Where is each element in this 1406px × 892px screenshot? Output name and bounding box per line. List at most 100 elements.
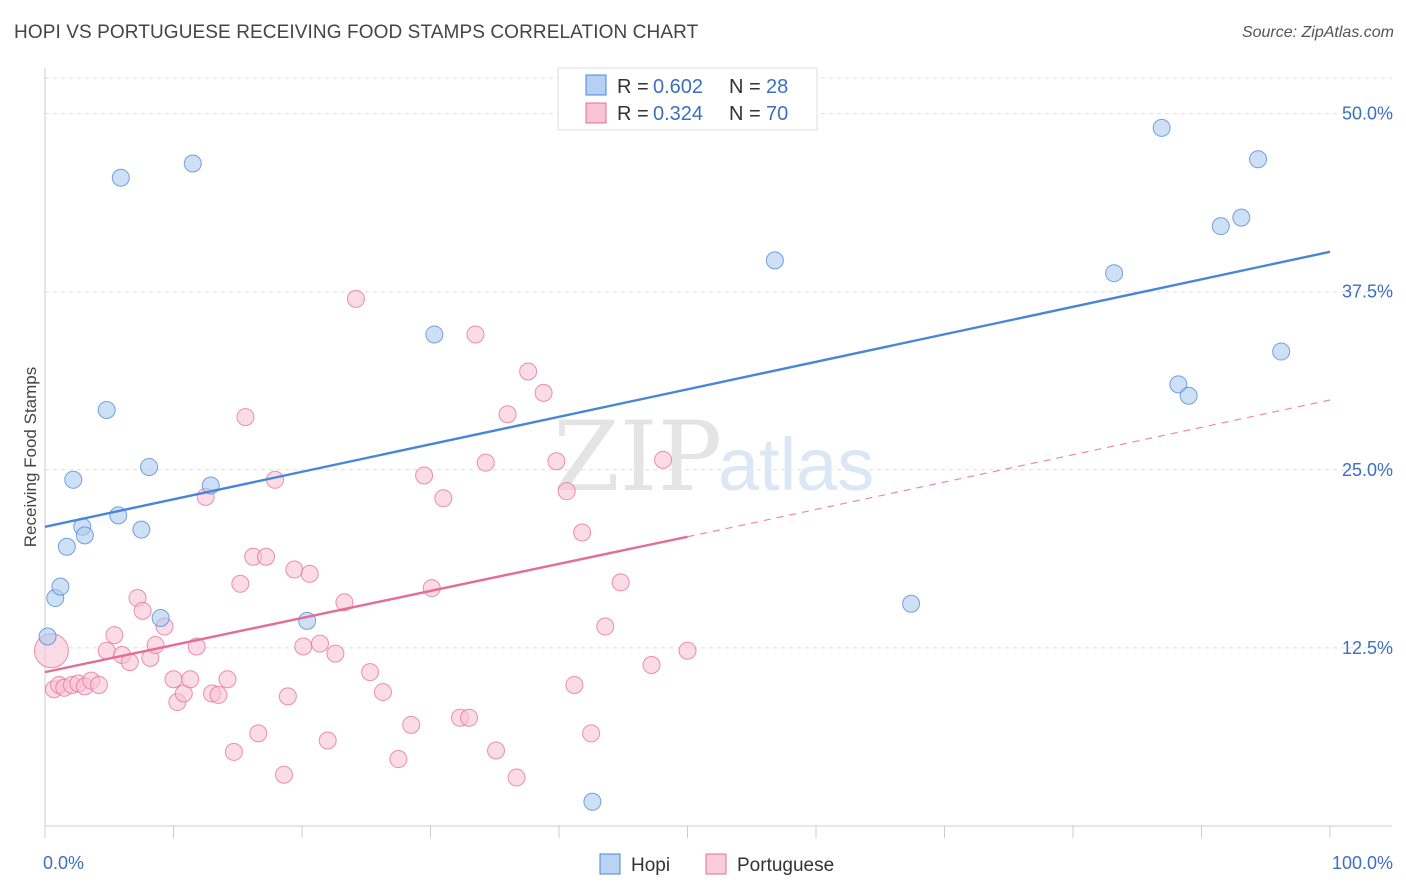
portuguese-point-55 <box>487 741 506 760</box>
portuguese-point-29 <box>236 408 255 427</box>
legend-n-value-portuguese: 70 <box>766 103 788 125</box>
portuguese-point-52 <box>460 708 479 727</box>
portuguese-point-65 <box>596 617 615 636</box>
legend-n-label-hopi: N = <box>729 76 761 98</box>
portuguese-point-36 <box>285 560 304 579</box>
legend-n-label-portuguese: N = <box>729 103 761 125</box>
hopi-point-2 <box>51 577 70 596</box>
bottom-legend-swatch-hopi <box>599 853 621 875</box>
portuguese-point-14 <box>133 601 152 620</box>
hopi-point-9 <box>111 168 130 187</box>
hopi-point-4 <box>64 470 83 489</box>
portuguese-trend-extension <box>687 399 1331 538</box>
portuguese-point-42 <box>335 593 354 612</box>
y-tick-label-0: 12.5% <box>1342 638 1393 658</box>
hopi-point-27 <box>1272 342 1291 361</box>
portuguese-point-47 <box>402 715 421 734</box>
portuguese-point-57 <box>507 768 526 787</box>
hopi-point-16 <box>425 325 444 344</box>
portuguese-point-59 <box>534 383 553 402</box>
portuguese-point-41 <box>326 644 345 663</box>
hopi-point-18 <box>765 251 784 270</box>
portuguese-point-53 <box>466 325 485 344</box>
portuguese-point-54 <box>476 453 495 472</box>
portuguese-point-60 <box>547 452 566 471</box>
portuguese-point-39 <box>310 634 329 653</box>
x-tick-labels: 0.0% 100.0% <box>43 853 1393 873</box>
bottom-legend: Hopi Portuguese <box>599 853 834 876</box>
portuguese-point-37 <box>294 637 313 656</box>
legend-r-label-portuguese: R = <box>617 103 649 125</box>
portuguese-point-27 <box>224 742 243 761</box>
portuguese-point-34 <box>275 765 294 784</box>
portuguese-point-8 <box>89 675 108 694</box>
portuguese-point-40 <box>318 731 337 750</box>
portuguese-point-44 <box>361 663 380 682</box>
legend-r-value-portuguese: 0.324 <box>653 103 703 125</box>
portuguese-point-67 <box>642 656 661 675</box>
portuguese-point-38 <box>300 564 319 583</box>
portuguese-point-21 <box>181 670 200 689</box>
hopi-point-19 <box>902 594 921 613</box>
portuguese-point-64 <box>582 724 601 743</box>
portuguese-point-61 <box>557 482 576 501</box>
bottom-legend-label-portuguese: Portuguese <box>737 855 834 876</box>
y-axis-label: Receiving Food Stamps <box>21 367 40 547</box>
hopi-point-6 <box>75 526 94 545</box>
watermark-atlas: atlas <box>718 423 874 506</box>
portuguese-point-28 <box>231 574 250 593</box>
portuguese-point-26 <box>218 670 237 689</box>
y-tick-label-1: 25.0% <box>1342 460 1393 480</box>
hopi-trend-line <box>44 250 1331 528</box>
hopi-point-0 <box>38 627 57 646</box>
portuguese-point-25 <box>209 685 228 704</box>
hopi-point-10 <box>132 520 151 539</box>
axes <box>44 68 1392 838</box>
portuguese-point-45 <box>373 683 392 702</box>
x-tick-label-0: 0.0% <box>43 853 84 873</box>
portuguese-point-63 <box>573 523 592 542</box>
watermark-zip: ZIP <box>553 401 722 513</box>
portuguese-point-31 <box>249 724 268 743</box>
legend-r-label-hopi: R = <box>617 76 649 98</box>
hopi-point-23 <box>1179 386 1198 405</box>
portuguese-point-56 <box>498 405 517 424</box>
hopi-point-26 <box>1249 150 1268 169</box>
portuguese-point-10 <box>105 626 124 645</box>
legend-box: R = 0.602 N = 28 R = 0.324 N = 70 <box>557 67 818 131</box>
legend-swatch-portuguese <box>585 102 607 124</box>
trend-lines <box>44 250 1331 674</box>
bottom-legend-swatch-portuguese <box>705 853 727 875</box>
portuguese-point-69 <box>678 641 697 660</box>
y-tick-label-3: 50.0% <box>1342 104 1393 124</box>
portuguese-point-50 <box>434 489 453 508</box>
portuguese-point-48 <box>415 466 434 485</box>
legend-r-value-hopi: 0.602 <box>653 76 703 98</box>
source-label: Source: ZipAtlas.com <box>1241 24 1394 41</box>
hopi-point-22 <box>1169 375 1188 394</box>
hopi-point-21 <box>1152 118 1171 137</box>
hopi-point-11 <box>140 457 159 476</box>
portuguese-point-68 <box>654 450 673 469</box>
hopi-point-3 <box>57 537 76 556</box>
hopi-point-25 <box>1232 208 1251 227</box>
legend-swatch-hopi <box>585 74 607 96</box>
portuguese-points <box>33 289 697 787</box>
legend-n-value-hopi: 28 <box>766 76 788 98</box>
y-tick-label-2: 37.5% <box>1342 282 1393 302</box>
bottom-legend-label-hopi: Hopi <box>631 855 670 876</box>
portuguese-point-32 <box>257 547 276 566</box>
hopi-point-7 <box>97 400 116 419</box>
portuguese-point-18 <box>164 670 183 689</box>
hopi-point-12 <box>151 608 170 627</box>
hopi-point-24 <box>1211 217 1230 236</box>
hopi-point-17 <box>583 792 602 811</box>
portuguese-point-46 <box>389 750 408 769</box>
watermark: ZIP atlas <box>553 401 874 513</box>
portuguese-trend-line <box>44 535 688 674</box>
y-tick-labels: 12.5% 25.0% 37.5% 50.0% <box>1342 104 1393 658</box>
hopi-point-20 <box>1105 264 1124 283</box>
portuguese-point-66 <box>611 573 630 592</box>
portuguese-point-35 <box>278 687 297 706</box>
